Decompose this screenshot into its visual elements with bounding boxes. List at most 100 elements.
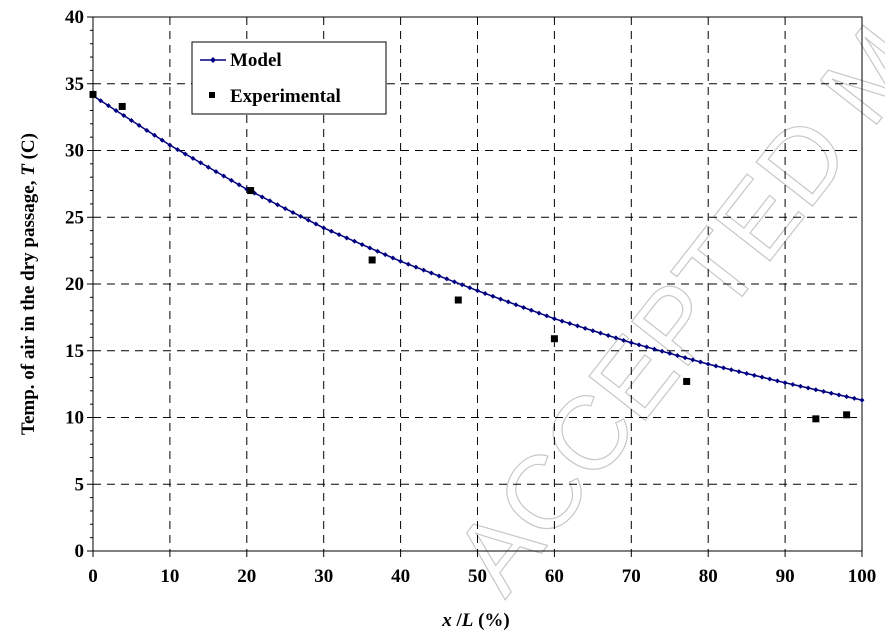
experimental-point	[812, 415, 820, 423]
model-marker	[721, 365, 727, 371]
legend: Model Experimental	[191, 41, 387, 115]
model-marker	[528, 307, 534, 313]
model-marker	[713, 363, 719, 369]
model-marker	[728, 367, 734, 373]
model-marker	[836, 392, 842, 398]
model-marker	[236, 182, 242, 188]
y-tick-label: 15	[65, 341, 84, 362]
y-tick-label: 35	[65, 74, 84, 95]
model-marker	[782, 380, 788, 386]
model-marker	[698, 359, 704, 365]
legend-item-model: Model	[200, 50, 282, 71]
model-marker	[182, 151, 188, 157]
model-marker	[98, 98, 104, 104]
experimental-point	[247, 187, 255, 195]
x-tick-label: 10	[160, 566, 179, 587]
model-marker	[744, 370, 750, 376]
model-marker	[636, 342, 642, 348]
model-marker	[574, 323, 580, 329]
model-marker	[828, 390, 834, 396]
model-marker	[667, 350, 673, 356]
x-tick-label: 60	[545, 566, 564, 587]
model-marker	[421, 267, 427, 273]
model-marker	[513, 302, 519, 308]
watermark: ACCEPTED MANUSCRIPT	[431, 0, 885, 615]
model-marker	[128, 117, 134, 123]
model-marker	[336, 232, 342, 238]
model-marker	[482, 290, 488, 296]
tick-labels: 0 10 20 30 40 50 60 70 80 90 100 0 5 10 15 20 25 30 35 40	[65, 7, 876, 587]
model-marker	[221, 173, 227, 179]
model-marker	[228, 177, 234, 183]
model-marker	[859, 397, 865, 403]
y-tick-label: 5	[75, 474, 85, 495]
model-marker	[275, 202, 281, 208]
model-marker	[113, 108, 119, 114]
model-marker	[844, 394, 850, 400]
experimental-point	[89, 90, 97, 98]
experimental-point	[118, 102, 126, 110]
model-marker	[505, 299, 511, 305]
model-marker	[305, 217, 311, 223]
model-marker	[259, 194, 265, 200]
model-marker	[659, 348, 665, 354]
experimental-point	[843, 411, 851, 419]
model-marker	[621, 337, 627, 343]
model-marker	[328, 228, 334, 234]
x-tick-label: 30	[314, 566, 333, 587]
model-marker	[390, 255, 396, 261]
series	[89, 90, 865, 423]
model-marker	[582, 325, 588, 331]
model-marker	[359, 242, 365, 248]
legend-box	[191, 41, 387, 115]
model-marker	[444, 276, 450, 282]
y-tick-label: 10	[65, 408, 84, 429]
experimental-point	[368, 256, 376, 264]
model-marker	[598, 330, 604, 336]
model-marker	[298, 213, 304, 219]
y-axis-title: Temp. of air in the dry passage, T (C)	[18, 133, 39, 435]
model-marker	[413, 264, 419, 270]
model-marker	[367, 245, 373, 251]
legend-experimental-marker	[209, 92, 215, 98]
model-marker	[628, 340, 634, 346]
x-tick-label: 50	[468, 566, 487, 587]
model-marker	[436, 273, 442, 279]
model-marker	[375, 248, 381, 254]
model-marker	[121, 113, 127, 119]
model-marker	[821, 388, 827, 394]
model-marker	[551, 316, 557, 322]
model-marker	[736, 369, 742, 375]
model-marker	[705, 361, 711, 367]
y-tick-label: 30	[65, 141, 84, 162]
model-marker	[751, 372, 757, 378]
x-tick-label: 80	[699, 566, 718, 587]
model-marker	[267, 198, 273, 204]
model-marker	[651, 346, 657, 352]
experimental-point	[550, 335, 558, 343]
model-marker	[567, 321, 573, 327]
model-marker	[105, 103, 111, 109]
model-marker	[790, 382, 796, 388]
model-marker	[344, 235, 350, 241]
legend-experimental-label: Experimental	[230, 86, 341, 107]
y-tick-label: 25	[65, 207, 84, 228]
model-marker	[559, 318, 565, 324]
model-marker	[590, 328, 596, 334]
legend-item-experimental: Experimental	[209, 86, 341, 107]
model-marker	[644, 344, 650, 350]
model-marker	[767, 376, 773, 382]
x-tick-label: 100	[848, 566, 877, 587]
model-marker	[213, 169, 219, 175]
model-marker	[805, 385, 811, 391]
model-marker	[159, 137, 165, 143]
model-marker	[682, 355, 688, 361]
model-marker	[405, 261, 411, 267]
model-marker	[797, 383, 803, 389]
model-marker	[167, 142, 173, 148]
model-marker	[605, 333, 611, 339]
model-marker	[851, 395, 857, 401]
watermark-text: ACCEPTED MANUSCRIPT	[432, 0, 885, 614]
model-marker	[205, 164, 211, 170]
